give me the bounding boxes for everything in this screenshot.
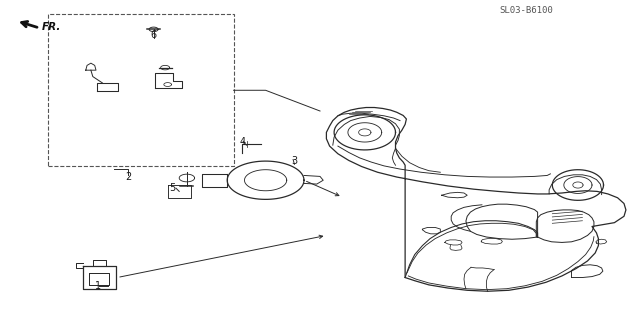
Text: 3: 3	[291, 156, 298, 166]
Text: 2: 2	[125, 172, 131, 182]
Text: SL03-B6100: SL03-B6100	[499, 6, 553, 15]
Bar	[48, 14, 234, 166]
Text: 1: 1	[95, 280, 101, 291]
Text: 5: 5	[170, 183, 176, 193]
Text: FR.: FR.	[42, 22, 61, 32]
Text: 4: 4	[240, 137, 246, 147]
Text: 6: 6	[150, 30, 157, 40]
